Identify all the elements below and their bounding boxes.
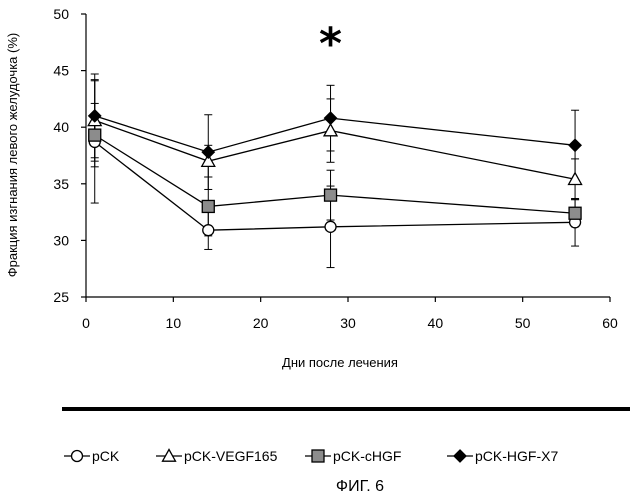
x-tick-label: 30 bbox=[340, 315, 356, 331]
legend-item: pCK-cHGF bbox=[305, 448, 401, 464]
data-point bbox=[203, 225, 214, 236]
markers-pck bbox=[89, 136, 580, 235]
x-axis-title: Дни после лечения bbox=[282, 355, 398, 370]
legend-label: pCK-HGF-X7 bbox=[475, 448, 558, 464]
y-tick-label: 30 bbox=[53, 232, 69, 248]
data-point bbox=[89, 129, 101, 141]
data-point bbox=[569, 139, 581, 151]
series-line bbox=[95, 120, 575, 179]
legend-marker bbox=[454, 450, 466, 462]
data-point bbox=[569, 207, 581, 219]
y-tick-label: 35 bbox=[53, 176, 69, 192]
legend-label: pCK-cHGF bbox=[333, 448, 401, 464]
x-tick-label: 50 bbox=[515, 315, 531, 331]
y-tick-label: 50 bbox=[53, 6, 69, 22]
x-tick-label: 20 bbox=[253, 315, 269, 331]
data-point bbox=[325, 112, 337, 124]
series-line bbox=[95, 142, 575, 230]
legend-item: pCK-HGF-X7 bbox=[447, 448, 558, 464]
data-point bbox=[324, 124, 337, 136]
markers-pck-chgf bbox=[89, 129, 581, 219]
legend-marker bbox=[312, 450, 324, 462]
y-axis-title: Фракция изгнания левого желудочка (%) bbox=[5, 33, 20, 277]
data-point bbox=[89, 110, 101, 122]
plot-area: * bbox=[88, 18, 581, 267]
x-tick-label: 0 bbox=[82, 315, 90, 331]
chart-canvas: * 25 30 35 40 45 50 0 10 20 30 40 50 60 Фракция изгн… bbox=[0, 0, 632, 500]
series-pck bbox=[91, 81, 579, 268]
x-tick-label: 10 bbox=[166, 315, 182, 331]
legend-label: pCK-VEGF165 bbox=[184, 448, 278, 464]
legend-item: pCK bbox=[64, 448, 120, 464]
legend: pCK pCK-VEGF165 pCK-cHGF pCK-HGF-X7 bbox=[64, 448, 558, 464]
series-pck-vegf165 bbox=[91, 80, 579, 200]
data-point bbox=[202, 146, 214, 158]
markers-pck-vegf165 bbox=[88, 114, 581, 185]
figure-caption: ФИГ. 6 bbox=[336, 478, 384, 495]
data-point bbox=[202, 200, 214, 212]
legend-item: pCK-VEGF165 bbox=[156, 448, 278, 464]
y-tick-label: 40 bbox=[53, 119, 69, 135]
series-pck-chgf bbox=[91, 103, 579, 235]
legend-label: pCK bbox=[92, 448, 120, 464]
y-tick-label: 45 bbox=[53, 63, 69, 79]
significance-asterisk: * bbox=[319, 18, 342, 69]
x-tick-label: 60 bbox=[602, 315, 618, 331]
data-point bbox=[325, 221, 336, 232]
x-tick-label: 40 bbox=[428, 315, 444, 331]
legend-marker bbox=[72, 451, 83, 462]
y-tick-label: 25 bbox=[53, 289, 69, 305]
data-point bbox=[325, 189, 337, 201]
